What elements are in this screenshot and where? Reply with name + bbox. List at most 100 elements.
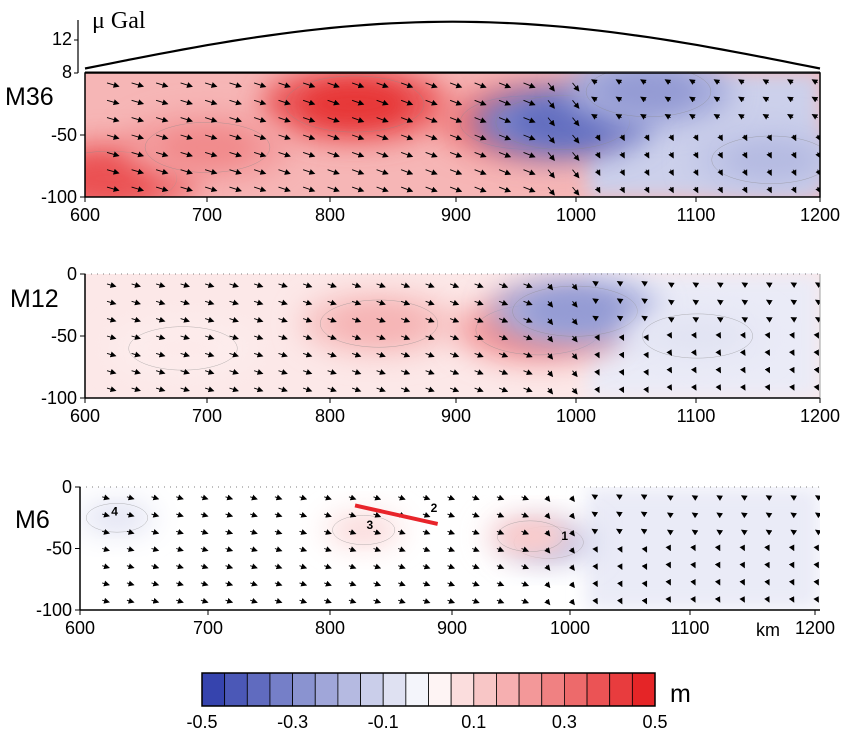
flow-arrow (692, 186, 699, 194)
flow-arrow (425, 169, 438, 176)
flow-arrow (447, 580, 456, 587)
flow-arrow (425, 334, 435, 341)
flow-arrow (572, 169, 580, 179)
flow-arrow (302, 317, 313, 323)
anomaly-field (85, 274, 820, 398)
flow-arrow (250, 597, 258, 604)
flow-arrow (225, 529, 234, 535)
flow-arrow (591, 79, 598, 85)
flow-arrow (200, 511, 209, 518)
flow-arrow (151, 580, 160, 587)
flow-arrow (690, 366, 697, 374)
flow-arrow (229, 299, 239, 306)
flow-arrow (739, 349, 746, 356)
flow-arrow (762, 113, 770, 120)
flow-arrow (691, 529, 699, 536)
flow-arrow (373, 580, 382, 587)
flow-arrow (738, 79, 745, 85)
flow-arrow (714, 561, 721, 569)
flow-arrow (544, 564, 551, 571)
flow-arrow (327, 351, 337, 358)
flow-arrow (253, 151, 267, 158)
flow-arrow (180, 351, 190, 358)
flow-arrow (498, 351, 509, 358)
flow-arrow (787, 96, 794, 103)
flow-arrow (278, 386, 288, 393)
flow-arrow (327, 334, 337, 341)
flow-arrow (131, 168, 145, 175)
flow-arrow (764, 349, 770, 356)
flow-arrow (643, 368, 649, 376)
flow-arrow (253, 386, 264, 393)
flow-arrow (425, 386, 435, 393)
flow-arrow (351, 186, 365, 193)
flow-arrow (398, 563, 406, 570)
flow-arrow (302, 282, 313, 288)
flow-arrow (400, 282, 411, 289)
flow-arrow (299, 563, 308, 570)
panel-m6: M6 1 2 3 4 600 700 800 900 1000 1100 km 1200 0 -50 -1… (15, 477, 835, 640)
flow-arrow (155, 151, 169, 158)
flow-arrow (765, 529, 773, 536)
flow-arrow (641, 597, 648, 605)
flow-arrow (474, 134, 487, 141)
flow-arrow (376, 317, 386, 323)
flow-arrow (180, 368, 190, 375)
flow-arrow (229, 82, 242, 88)
flow-arrow (274, 529, 283, 535)
flow-arrow (250, 529, 258, 535)
flow-arrow (302, 386, 313, 393)
flow-arrow (302, 169, 316, 175)
flow-arrow (643, 386, 649, 394)
flow-arrow (253, 116, 267, 123)
flow-arrow (472, 546, 480, 553)
flow-arrow (106, 334, 117, 340)
flow-arrow (302, 134, 316, 141)
flow-arrow (324, 598, 332, 604)
flow-arrow (131, 316, 141, 323)
flow-arrow (523, 386, 533, 393)
flow-arrow (449, 151, 463, 158)
x-tick-label: 900 (441, 406, 471, 426)
flow-arrow (126, 597, 135, 604)
flow-arrow (691, 512, 699, 519)
flow-arrow (714, 544, 721, 552)
flow-arrow (274, 580, 283, 587)
x-tick-label: 1200 (800, 406, 840, 426)
flow-arrow (151, 494, 160, 501)
flow-arrow (474, 282, 484, 289)
flow-arrow (278, 334, 288, 341)
flow-arrow (592, 315, 599, 322)
flow-arrow (811, 79, 819, 85)
flow-arrow (425, 99, 438, 106)
flow-arrow (474, 82, 487, 89)
flow-arrow (547, 301, 554, 308)
flow-arrow (302, 151, 316, 158)
flow-arrow (425, 117, 438, 123)
flow-arrow (253, 99, 267, 106)
flow-arrow (253, 169, 267, 175)
flow-arrow (155, 82, 169, 88)
flow-arrow (351, 282, 362, 289)
colorbar-unit: m (670, 680, 691, 708)
flow-arrow (449, 386, 460, 393)
x-tick-label: 1100 (671, 618, 710, 638)
flow-arrow (274, 494, 283, 501)
flow-arrow (253, 299, 264, 306)
flow-arrow (618, 386, 625, 394)
flow-arrow (764, 384, 770, 391)
flow-arrow (814, 317, 820, 323)
flow-arrow (665, 596, 671, 603)
flow-arrow (151, 511, 160, 518)
flow-arrow (547, 335, 554, 343)
flow-arrow (327, 151, 340, 158)
flow-arrow (667, 282, 675, 289)
flow-arrow (764, 578, 770, 586)
flow-arrow (204, 316, 215, 323)
flow-arrow (766, 186, 772, 194)
flow-arrow (229, 99, 242, 106)
panel-label: M36 (5, 83, 54, 111)
flow-arrow (764, 544, 770, 552)
flow-arrow (572, 152, 580, 161)
flow-arrow (640, 96, 647, 103)
